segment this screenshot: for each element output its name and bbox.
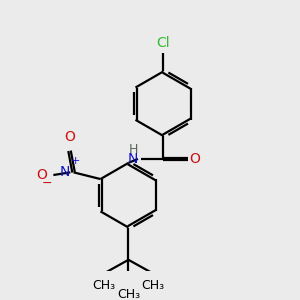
Text: H: H <box>128 143 138 156</box>
Text: O: O <box>36 168 46 182</box>
Text: CH₃: CH₃ <box>141 279 164 292</box>
Text: O: O <box>64 130 75 144</box>
Text: N: N <box>128 152 138 166</box>
Text: CH₃: CH₃ <box>117 288 140 300</box>
Text: N: N <box>60 165 70 179</box>
Text: Cl: Cl <box>157 36 170 50</box>
Text: O: O <box>189 152 200 166</box>
Text: CH₃: CH₃ <box>93 279 116 292</box>
Text: +: + <box>70 156 80 167</box>
Text: −: − <box>41 177 52 190</box>
